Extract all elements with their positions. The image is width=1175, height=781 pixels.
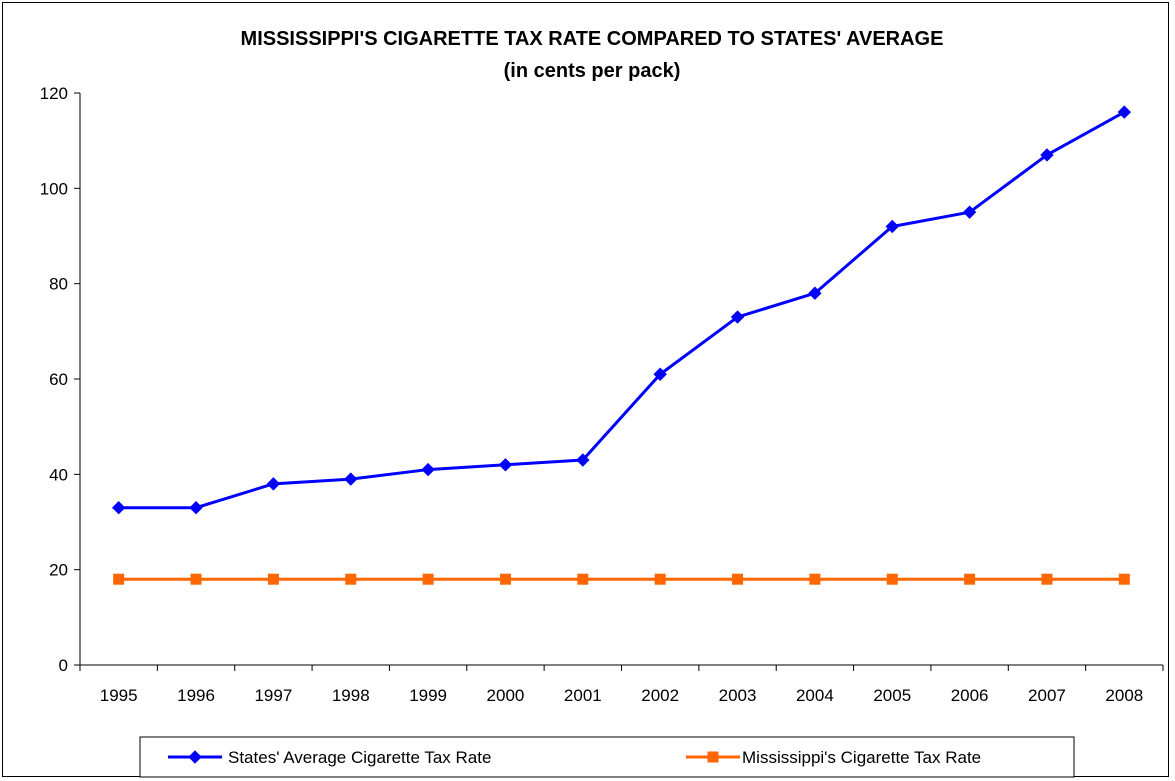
data-point-mississippi bbox=[809, 573, 821, 585]
data-point-mississippi bbox=[190, 573, 202, 585]
y-tick-label: 40 bbox=[49, 465, 68, 484]
series-states-average bbox=[111, 105, 1132, 515]
data-point-states-average bbox=[1117, 105, 1132, 119]
chart-title: MISSISSIPPI'S CIGARETTE TAX RATE COMPARE… bbox=[241, 28, 944, 50]
data-point-mississippi bbox=[732, 573, 744, 585]
y-tick-label: 60 bbox=[49, 370, 68, 389]
data-point-mississippi bbox=[345, 573, 357, 585]
legend-label-states-average: States' Average Cigarette Tax Rate bbox=[228, 748, 491, 767]
y-tick-label: 100 bbox=[40, 179, 68, 198]
data-point-states-average bbox=[189, 500, 203, 515]
x-tick-label: 2000 bbox=[487, 686, 525, 705]
data-point-mississippi bbox=[499, 573, 511, 585]
legend-item-mississippi: Mississippi's Cigarette Tax Rate bbox=[686, 748, 981, 767]
data-point-mississippi bbox=[577, 573, 589, 585]
legend-item-states-average: States' Average Cigarette Tax Rate bbox=[168, 748, 491, 767]
y-tick-label: 20 bbox=[49, 561, 68, 580]
data-point-states-average bbox=[653, 367, 667, 381]
chart-subtitle: (in cents per pack) bbox=[504, 60, 681, 82]
x-tick-label: 2003 bbox=[719, 686, 757, 705]
legend-label-mississippi: Mississippi's Cigarette Tax Rate bbox=[742, 748, 981, 767]
legend-box bbox=[139, 736, 1075, 778]
x-tick-label: 2004 bbox=[796, 686, 834, 705]
x-tick-label: 2005 bbox=[873, 686, 911, 705]
series-mississippi bbox=[113, 573, 1130, 585]
x-tick-label: 1999 bbox=[409, 686, 447, 705]
data-point-mississippi bbox=[654, 573, 666, 585]
x-tick-label: 2006 bbox=[951, 686, 989, 705]
data-point-states-average bbox=[111, 500, 126, 515]
data-point-states-average bbox=[421, 462, 435, 477]
x-tick-label: 1995 bbox=[100, 686, 138, 705]
y-tick-label: 80 bbox=[49, 275, 68, 294]
data-point-states-average bbox=[730, 310, 745, 324]
x-tick-label: 1996 bbox=[177, 686, 215, 705]
data-point-mississippi bbox=[113, 573, 125, 585]
data-point-states-average bbox=[498, 458, 513, 472]
data-point-mississippi bbox=[886, 573, 898, 585]
data-point-mississippi bbox=[1041, 573, 1053, 585]
data-point-states-average bbox=[266, 477, 281, 491]
x-axis-ticks: 1995 1996 1997 1998 1999 2000 2001 2002 2003 2004… bbox=[79, 665, 1164, 705]
data-point-mississippi bbox=[422, 573, 434, 585]
y-tick-label: 120 bbox=[40, 84, 68, 103]
x-tick-label: 2008 bbox=[1105, 686, 1143, 705]
data-point-states-average bbox=[962, 205, 977, 219]
x-tick-label: 1998 bbox=[332, 686, 370, 705]
x-tick-label: 2001 bbox=[564, 686, 602, 705]
legend-marker-states-average bbox=[188, 750, 202, 764]
data-point-states-average bbox=[885, 219, 899, 234]
series-line-states-average bbox=[118, 110, 1126, 510]
series-layer bbox=[111, 105, 1132, 585]
data-point-states-average bbox=[1040, 148, 1054, 162]
data-point-mississippi bbox=[267, 573, 279, 585]
x-tick-label: 1997 bbox=[254, 686, 292, 705]
data-point-mississippi bbox=[964, 573, 976, 585]
x-tick-label: 2002 bbox=[641, 686, 679, 705]
legend: States' Average Cigarette Tax Rate Missis… bbox=[139, 736, 1075, 778]
y-axis-ticks: 0 20 40 60 80 100 120 bbox=[40, 84, 80, 675]
y-tick-label: 0 bbox=[59, 656, 68, 675]
data-point-states-average bbox=[576, 453, 590, 467]
data-point-states-average bbox=[344, 472, 358, 486]
data-point-mississippi bbox=[1118, 573, 1130, 585]
x-tick-label: 2007 bbox=[1028, 686, 1066, 705]
data-point-states-average bbox=[808, 286, 822, 300]
legend-marker-mississippi bbox=[707, 751, 719, 763]
